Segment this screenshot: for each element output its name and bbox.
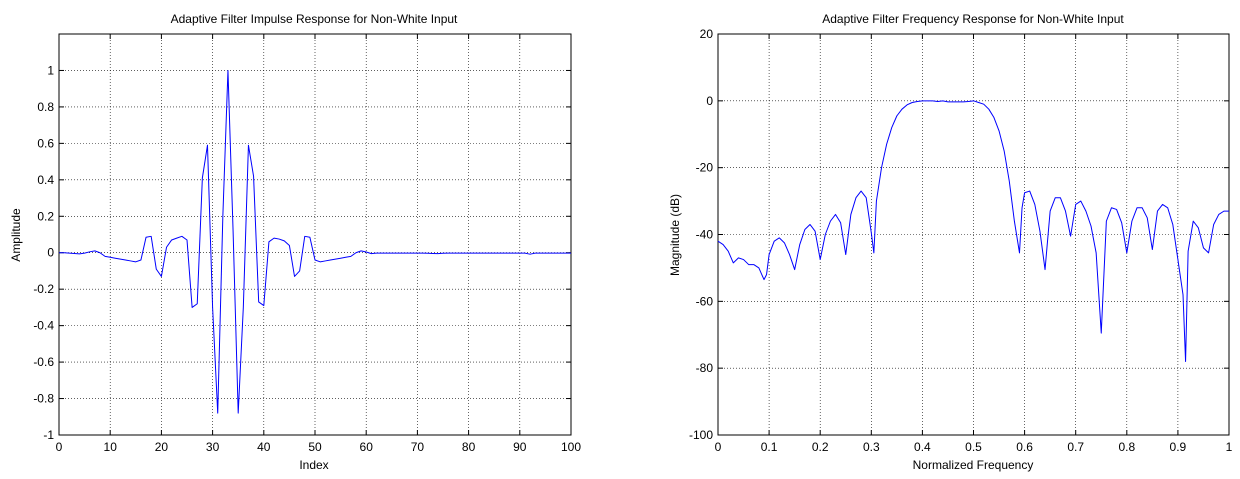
y-tick-label: 20: [700, 27, 714, 41]
x-tick-label: 90: [513, 440, 527, 454]
y-tick-label: 1: [47, 63, 54, 77]
y-tick-label: -1: [43, 428, 54, 442]
chart-title: Adaptive Filter Frequency Response for N…: [822, 12, 1124, 26]
x-tick-label: 0.3: [863, 440, 880, 454]
x-tick-label: 60: [360, 440, 374, 454]
y-tick-label: -0.4: [33, 319, 54, 333]
x-tick-label: 0.4: [914, 440, 931, 454]
x-tick-label: 0.5: [965, 440, 982, 454]
chart-title: Adaptive Filter Impulse Response for Non…: [171, 12, 458, 26]
x-tick-label: 0: [715, 440, 722, 454]
y-axis-label: Amplitude: [9, 208, 23, 262]
x-axis-label: Index: [299, 458, 328, 472]
y-tick-label: -0.6: [33, 355, 54, 369]
x-tick-label: 0: [56, 440, 63, 454]
y-tick-label: 0: [706, 94, 713, 108]
frequency-response-chart: Adaptive Filter Frequency Response for N…: [668, 12, 1233, 472]
y-tick-label: -80: [696, 361, 714, 375]
x-tick-label: 40: [257, 440, 271, 454]
x-tick-label: 0.8: [1118, 440, 1135, 454]
y-tick-label: 0.2: [37, 209, 54, 223]
x-tick-label: 1: [1226, 440, 1233, 454]
x-tick-label: 30: [206, 440, 220, 454]
y-axis-label: Magnitude (dB): [668, 194, 682, 276]
y-tick-label: -0.8: [33, 392, 54, 406]
x-tick-label: 0.7: [1067, 440, 1084, 454]
y-tick-label: -0.2: [33, 282, 54, 296]
x-tick-label: 10: [104, 440, 118, 454]
x-tick-label: 0.2: [812, 440, 829, 454]
y-tick-label: -40: [696, 228, 714, 242]
x-tick-label: 80: [462, 440, 476, 454]
series-line: [717, 100, 1229, 362]
x-tick-label: 0.6: [1016, 440, 1033, 454]
y-tick-label: 0: [47, 246, 54, 260]
impulse-response-chart: Adaptive Filter Impulse Response for Non…: [9, 12, 581, 472]
x-tick-label: 70: [411, 440, 425, 454]
y-tick-label: -100: [689, 428, 713, 442]
y-tick-label: -20: [696, 161, 714, 175]
x-tick-label: 50: [308, 440, 322, 454]
x-tick-label: 0.1: [761, 440, 778, 454]
y-tick-label: 0.6: [37, 136, 54, 150]
y-tick-label: -60: [696, 294, 714, 308]
x-tick-label: 20: [155, 440, 169, 454]
y-tick-label: 0.8: [37, 100, 54, 114]
x-axis-label: Normalized Frequency: [913, 458, 1034, 472]
x-tick-label: 100: [561, 440, 581, 454]
y-tick-label: 0.4: [37, 173, 54, 187]
series-line: [59, 69, 571, 414]
x-tick-label: 0.9: [1170, 440, 1187, 454]
